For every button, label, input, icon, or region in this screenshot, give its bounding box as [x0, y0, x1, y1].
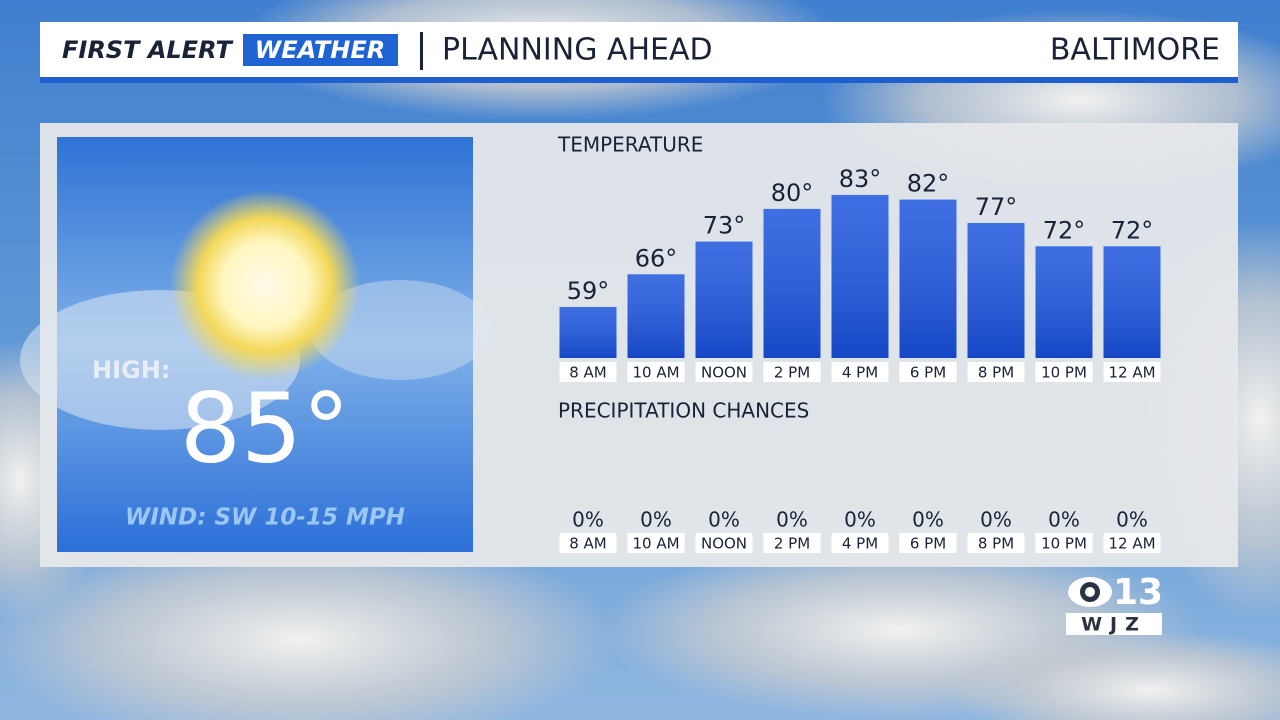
x-tick-label: 8 PM	[978, 364, 1014, 382]
bar-shade	[763, 208, 821, 358]
time-box	[1103, 533, 1161, 553]
time-box	[695, 533, 753, 553]
time-box	[1035, 533, 1093, 553]
precip-value: 0%	[844, 508, 876, 532]
x-tick-label: 6 PM	[910, 364, 946, 382]
precip-time: 8 AM	[569, 535, 607, 553]
precip-value: 0%	[640, 508, 672, 532]
precip-value: 0%	[572, 508, 604, 532]
x-tick-label: NOON	[701, 364, 747, 382]
logo: 13 WJZ	[1066, 572, 1163, 636]
bar-shade	[899, 199, 957, 358]
time-box	[967, 362, 1025, 382]
time-box	[831, 533, 889, 553]
value-label: 72°	[1043, 216, 1086, 244]
precip-time: NOON	[701, 535, 747, 553]
bar-shade	[695, 241, 753, 358]
bar-shade	[559, 307, 617, 358]
brand-weather: WEATHER	[255, 36, 385, 64]
value-label: 59°	[567, 277, 610, 305]
header-bar	[40, 22, 1238, 78]
brand-first: FIRST ALERT	[62, 36, 233, 64]
precip-time: 8 PM	[978, 535, 1014, 553]
bar-shade	[831, 194, 889, 358]
logo-call-sign: WJZ	[1081, 614, 1147, 636]
time-box	[899, 533, 957, 553]
value-label: 80°	[771, 179, 814, 207]
value-label: 83°	[839, 165, 882, 193]
precip-time: 2 PM	[774, 535, 810, 553]
time-box	[559, 362, 617, 382]
precip-time: 6 PM	[910, 535, 946, 553]
precip-time: 10 PM	[1041, 535, 1087, 553]
time-box	[627, 533, 685, 553]
x-tick-label: 10 AM	[632, 364, 679, 382]
precip-value: 0%	[1048, 508, 1080, 532]
bar-shade	[1035, 246, 1093, 358]
header-title: PLANNING AHEAD	[442, 33, 713, 68]
divider	[420, 32, 423, 70]
time-box	[1035, 362, 1093, 382]
chart-title: TEMPERATURE	[557, 133, 703, 157]
bar-shade	[967, 222, 1025, 358]
time-box	[831, 362, 889, 382]
high-value: 85°	[180, 372, 350, 484]
time-box	[763, 362, 821, 382]
x-tick-label: 12 AM	[1108, 364, 1155, 382]
precip-time: 4 PM	[842, 535, 878, 553]
time-box	[695, 362, 753, 382]
precip-value: 0%	[708, 508, 740, 532]
location: BALTIMORE	[1050, 33, 1220, 68]
brand-box	[243, 34, 398, 66]
time-box	[967, 533, 1025, 553]
precip-value: 0%	[776, 508, 808, 532]
value-label: 73°	[703, 212, 746, 240]
precip-time: 12 AM	[1108, 535, 1155, 553]
x-tick-label: 4 PM	[842, 364, 878, 382]
value-label: 72°	[1111, 216, 1154, 244]
time-box	[763, 533, 821, 553]
time-box	[559, 533, 617, 553]
bar-shade	[1103, 246, 1161, 358]
wind: WIND: SW 10-15 MPH	[125, 505, 405, 531]
time-box	[899, 362, 957, 382]
x-tick-label: 2 PM	[774, 364, 810, 382]
header-underline	[40, 77, 1238, 83]
sun	[170, 190, 360, 380]
precip-value: 0%	[1116, 508, 1148, 532]
logo-number: 13	[1113, 572, 1163, 613]
precip-value: 0%	[980, 508, 1012, 532]
value-label: 77°	[975, 193, 1018, 221]
precip-time: 10 AM	[632, 535, 679, 553]
x-tick-label: 8 AM	[569, 364, 607, 382]
value-label: 66°	[635, 244, 678, 272]
time-box	[627, 362, 685, 382]
high-label: HIGH:	[92, 356, 170, 384]
time-box	[1103, 362, 1161, 382]
precip-value: 0%	[912, 508, 944, 532]
value-label: 82°	[907, 170, 950, 198]
precip-title: PRECIPITATION CHANCES	[558, 399, 809, 423]
bar-shade	[627, 274, 685, 358]
x-tick-label: 10 PM	[1041, 364, 1087, 382]
